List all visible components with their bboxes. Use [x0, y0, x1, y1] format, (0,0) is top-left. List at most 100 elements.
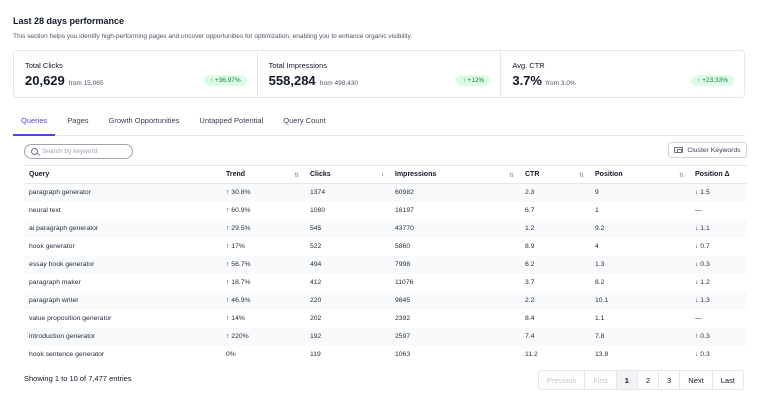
- stat-total-impressions: Total Impressions 558,284 from 498,430 ↑ …: [258, 51, 502, 97]
- cell-impressions: 11076: [395, 279, 414, 286]
- arrow-up-icon: ↑: [226, 261, 232, 268]
- tab-query-count[interactable]: Query Count: [283, 116, 326, 125]
- stat-from: from 15,065: [68, 80, 104, 87]
- arrow-down-icon: ↓: [695, 279, 701, 286]
- cluster-icon: [674, 147, 684, 153]
- sort-icon: ⇅: [678, 173, 684, 179]
- arrow-down-icon: ↓: [695, 189, 701, 197]
- cluster-keywords-button[interactable]: Cluster Keywords: [668, 142, 747, 158]
- cell-ctr: 2.2: [520, 291, 590, 310]
- cell-ctr: 8.4: [525, 315, 535, 322]
- search-box: [24, 144, 133, 159]
- tab-growth-opportunities[interactable]: Growth Opportunities: [108, 116, 180, 125]
- pagination: Previous First 1 2 3 Next Last: [538, 370, 744, 390]
- cell-position-delta: ↓ 1.1: [690, 219, 747, 238]
- column-header-position-delta[interactable]: Position Δ: [690, 165, 747, 184]
- cell-query: hook sentence generator: [29, 351, 105, 358]
- queries-table: Query Trend ⇅ Clicks ↓ Impressions ⇅ CTR ⇅ P…: [24, 165, 747, 364]
- cell-query: value proposition generator: [29, 315, 112, 322]
- stats-panel: Total Clicks 20,629 from 15,065 ↑ +36.97%…: [13, 50, 745, 98]
- cell-position-delta: ↓ 1.2: [695, 279, 710, 286]
- pagination-last[interactable]: Last: [720, 376, 735, 385]
- stat-change-badge: ↑ +36.97%: [203, 75, 247, 86]
- tab-queries[interactable]: Queries: [13, 110, 56, 136]
- arrow-up-icon: ↑: [226, 279, 232, 286]
- cell-trend: ↑ 46.9%: [221, 291, 305, 310]
- cell-ctr: 11.2: [525, 351, 538, 358]
- cell-clicks: 545: [305, 219, 390, 238]
- arrow-down-icon: ↓: [695, 297, 701, 304]
- arrow-up-icon: ↑: [226, 333, 232, 340]
- table-row: neural text ↑ 60.9% 1080 16197 6.7 1 —: [24, 202, 747, 220]
- stat-change-badge: ↑ +12%: [456, 75, 491, 86]
- cell-position-delta: ↓ 0.3: [690, 255, 747, 274]
- column-header-clicks[interactable]: Clicks ↓: [305, 165, 390, 184]
- cell-position-delta: —: [695, 315, 702, 322]
- arrow-up-icon: ↑: [226, 243, 232, 250]
- column-header-impressions[interactable]: Impressions ⇅: [390, 165, 520, 184]
- column-header-ctr[interactable]: CTR ⇅: [520, 165, 590, 184]
- column-header-position[interactable]: Position ⇅: [590, 165, 690, 184]
- cell-position: 8.2: [595, 279, 605, 286]
- table-row: paragraph generator ↑ 30.8% 1374 60982 2.3 9 ↓…: [24, 183, 747, 202]
- cell-impressions: 16197: [395, 207, 414, 214]
- cell-query: hook generator: [29, 243, 75, 250]
- tab-bar: Queries Pages Growth Opportunities Untap…: [13, 110, 745, 136]
- cell-clicks: 220: [305, 291, 390, 310]
- cell-impressions: 60982: [390, 183, 520, 202]
- pagination-first[interactable]: First: [585, 371, 617, 389]
- pagination-previous[interactable]: Previous: [539, 371, 586, 389]
- cell-position: 4: [595, 243, 599, 250]
- tab-untapped-potential[interactable]: Untapped Potential: [199, 116, 264, 125]
- cell-clicks: 522: [310, 243, 322, 250]
- search-input[interactable]: [42, 148, 132, 155]
- cell-position-delta: ↓ 0.3: [695, 351, 710, 358]
- cell-ctr: 8.9: [525, 243, 535, 250]
- cell-clicks: 1080: [310, 207, 326, 214]
- search-icon: [31, 148, 38, 155]
- stat-label: Avg. CTR: [512, 61, 545, 70]
- cell-position: 9: [590, 183, 690, 202]
- cell-query: paragraph generator: [24, 183, 221, 202]
- cell-position-delta: ↓ 1.3: [690, 291, 747, 310]
- arrow-down-icon: ↓: [695, 261, 701, 268]
- cell-clicks: 192: [305, 327, 390, 346]
- pagination-page-1[interactable]: 1: [616, 371, 638, 389]
- cell-position: 1.1: [595, 315, 605, 322]
- cell-trend: ↑ 14%: [226, 315, 245, 322]
- cell-position: 1.3: [590, 255, 690, 274]
- cell-query: paragraph writer: [24, 291, 221, 310]
- stat-from: from 3.0%: [545, 80, 576, 87]
- cell-position: 9.2: [590, 219, 690, 238]
- table-row: essay hook generator ↑ 56.7% 494 7998 6.2 1.3…: [24, 255, 747, 274]
- table-row: paragraph maker ↑ 18.7% 412 11076 3.7 8.2 ↓ 1.…: [24, 274, 747, 292]
- column-header-query[interactable]: Query: [24, 165, 221, 184]
- stat-value: 3.7% from 3.0%: [512, 73, 576, 88]
- cell-position: 1: [595, 207, 599, 214]
- pagination-page-3[interactable]: 3: [659, 371, 681, 389]
- table-row: value proposition generator ↑ 14% 202 2392 8…: [24, 310, 747, 328]
- arrow-down-icon: ↓: [695, 351, 701, 358]
- cell-position-delta: ↓ 0.7: [695, 243, 710, 250]
- pagination-next[interactable]: Next: [680, 371, 713, 389]
- table-row: ai paragraph generator ↑ 29.5% 545 43770 1.2…: [24, 219, 747, 238]
- table-row: paragraph writer ↑ 46.9% 220 9845 2.2 10.1 ↓ 1…: [24, 291, 747, 310]
- cell-ctr: 6.2: [520, 255, 590, 274]
- cell-clicks: 494: [305, 255, 390, 274]
- stat-change-badge: ↑ +23.33%: [691, 75, 735, 86]
- stat-total-clicks: Total Clicks 20,629 from 15,065 ↑ +36.97%: [14, 51, 258, 97]
- cell-query: essay hook generator: [24, 255, 221, 274]
- entries-count: Showing 1 to 10 of 7,477 entries: [24, 374, 132, 383]
- cell-query: ai paragraph generator: [24, 219, 221, 238]
- cell-trend: ↑ 18.7%: [226, 279, 251, 286]
- cell-impressions: 9845: [390, 291, 520, 310]
- cell-query: paragraph maker: [29, 279, 81, 286]
- arrow-up-icon: ↑: [226, 189, 232, 197]
- pagination-page-2[interactable]: 2: [638, 371, 660, 389]
- column-header-trend[interactable]: Trend ⇅: [221, 165, 305, 184]
- cell-trend: ↑ 29.5%: [221, 219, 305, 238]
- section-description: This section helps you identify high-per…: [13, 33, 413, 40]
- tab-pages[interactable]: Pages: [67, 116, 89, 125]
- cell-position-delta: ↓ 1.5: [690, 183, 747, 202]
- cell-position: 7.8: [590, 327, 690, 346]
